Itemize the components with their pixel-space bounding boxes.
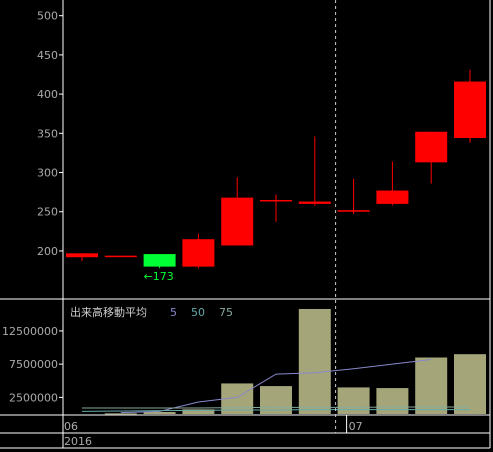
- price-tick-label: 450: [37, 49, 58, 62]
- volume-bar: [182, 409, 215, 414]
- volume-tick-label: 12500000: [2, 325, 58, 338]
- price-tick-label: 300: [37, 167, 58, 180]
- year-label: 2016: [64, 435, 92, 448]
- low-annotation: ←173: [144, 270, 174, 283]
- candle-up: [454, 81, 486, 139]
- volume-y-axis: 2500000 7500000 12500000: [2, 325, 63, 404]
- candle-down: [143, 254, 176, 267]
- legend-ma75: 75: [219, 306, 233, 319]
- legend-ma50: 50: [191, 306, 205, 319]
- month-label: 07: [349, 420, 363, 433]
- price-tick-label: 400: [37, 88, 58, 101]
- volume-bar: [454, 354, 486, 414]
- ma-line-50: [81, 409, 470, 412]
- price-y-axis: 200 250 300 350 400 450 500: [37, 10, 63, 258]
- volume-moving-averages: [81, 358, 470, 414]
- legend-ma5: 5: [170, 306, 177, 319]
- price-tick-label: 200: [37, 245, 58, 258]
- volume-bar: [143, 412, 176, 414]
- candle-up: [376, 190, 409, 204]
- candle-up: [221, 197, 254, 246]
- volume-legend: 出来高移動平均 5 50 75: [70, 305, 233, 319]
- volume-legend-title: 出来高移動平均: [70, 305, 147, 319]
- month-label: 06: [64, 420, 78, 433]
- price-tick-label: 250: [37, 206, 58, 219]
- volume-bar: [298, 308, 331, 414]
- ma-line-75: [82, 406, 470, 409]
- price-tick-label: 350: [37, 127, 58, 140]
- price-tick-label: 500: [37, 10, 58, 23]
- volume-bar: [415, 357, 448, 414]
- candle-up: [337, 210, 370, 212]
- volume-tick-label: 2500000: [9, 391, 58, 404]
- volume-bar: [104, 413, 137, 415]
- candle-up: [415, 131, 448, 163]
- candle-up: [104, 255, 137, 258]
- volume-bar: [260, 386, 292, 414]
- candle-up: [260, 199, 292, 202]
- candle-up: [182, 239, 215, 267]
- candle-up: [66, 253, 98, 258]
- candle-up: [298, 201, 331, 204]
- candlestick-series: ←173: [66, 69, 486, 283]
- volume-tick-label: 7500000: [9, 358, 58, 371]
- x-axis-labels: 06 07 2016: [64, 415, 363, 448]
